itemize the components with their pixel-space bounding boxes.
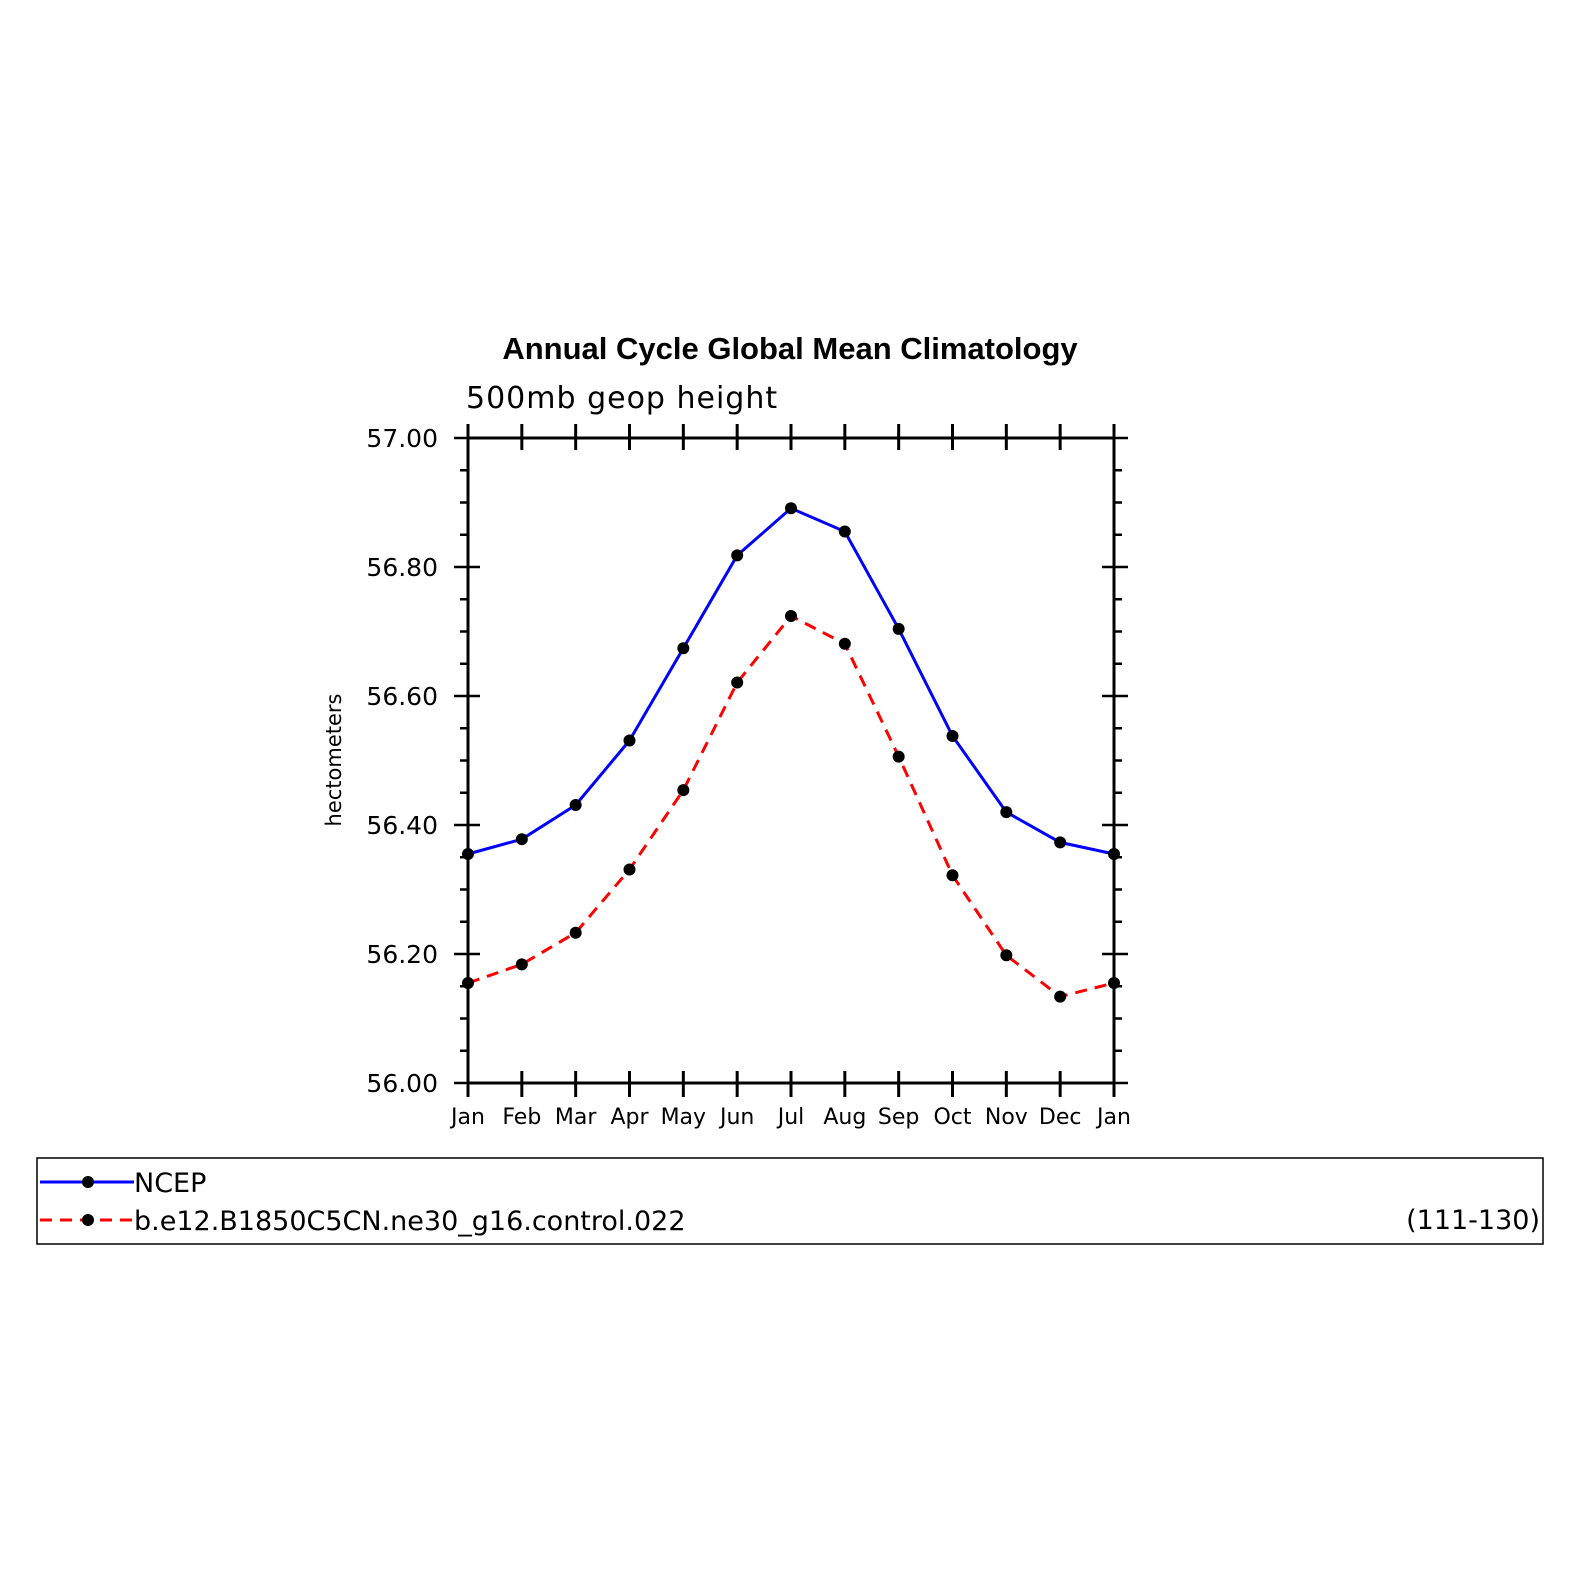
x-tick-label: Oct bbox=[933, 1105, 971, 1130]
series-0-point bbox=[569, 799, 582, 812]
chart-subtitle: 500mb geop height bbox=[466, 381, 778, 416]
series-0-point bbox=[785, 502, 797, 515]
series-1-point bbox=[785, 610, 797, 623]
series-1-point bbox=[1054, 990, 1067, 1003]
plot-frame bbox=[466, 436, 1116, 1085]
y-tick-label: 56.20 bbox=[366, 940, 438, 969]
chart-title: Annual Cycle Global Mean Climatology bbox=[502, 331, 1078, 366]
legend-box bbox=[36, 1157, 1544, 1245]
series-0-point bbox=[623, 734, 636, 747]
series-1-point bbox=[1000, 949, 1013, 962]
series-0-point bbox=[892, 622, 905, 635]
x-tick-label: Jul bbox=[776, 1105, 805, 1130]
x-tick-label: Mar bbox=[555, 1105, 597, 1130]
y-tick-label: 56.60 bbox=[366, 682, 438, 711]
axis-ticks bbox=[454, 424, 1128, 1097]
series-lines bbox=[467, 506, 1115, 999]
y-tick-label: 56.80 bbox=[366, 553, 438, 582]
y-tick-label: 56.40 bbox=[366, 811, 438, 840]
series-1-point bbox=[623, 863, 636, 876]
x-tick-label: Feb bbox=[502, 1105, 541, 1130]
x-tick-label: Jan bbox=[449, 1105, 485, 1130]
series-1-point bbox=[731, 676, 744, 689]
y-axis-label: hectometers bbox=[322, 694, 346, 827]
series-1-point bbox=[569, 926, 582, 939]
legend-marker-1 bbox=[82, 1214, 94, 1226]
y-tick-label: 56.00 bbox=[366, 1069, 438, 1098]
series-0-point bbox=[946, 729, 959, 742]
series-1-point bbox=[838, 637, 851, 650]
series-0-point bbox=[731, 549, 744, 562]
x-tick-label: Sep bbox=[878, 1105, 919, 1130]
x-tick-label: May bbox=[661, 1105, 706, 1130]
series-0-point bbox=[515, 833, 528, 846]
legend: NCEP b.e12.B1850C5CN.ne30_g16.control.022… bbox=[36, 1157, 1544, 1245]
legend-label-0: NCEP bbox=[134, 1168, 206, 1199]
legend-entries: NCEP b.e12.B1850C5CN.ne30_g16.control.022 bbox=[40, 1168, 686, 1237]
series-1-point bbox=[515, 958, 528, 971]
legend-label-1: b.e12.B1850C5CN.ne30_g16.control.022 bbox=[134, 1206, 686, 1237]
series-line-0 bbox=[467, 506, 1115, 856]
series-0-point bbox=[677, 642, 690, 655]
series-line-1 bbox=[467, 614, 1115, 999]
x-tick-label: Jan bbox=[1095, 1105, 1131, 1130]
series-1-point bbox=[677, 784, 690, 797]
series-1-point bbox=[892, 750, 905, 763]
x-tick-label: Dec bbox=[1039, 1105, 1082, 1130]
series-0-point bbox=[1054, 836, 1067, 849]
x-tick-label: Apr bbox=[610, 1105, 649, 1130]
y-tick-labels: 56.00 56.20 56.40 56.60 56.80 57.00 bbox=[366, 424, 438, 1098]
series-1-point bbox=[946, 869, 959, 882]
x-tick-label: Aug bbox=[823, 1105, 866, 1130]
x-tick-label: Nov bbox=[985, 1105, 1028, 1130]
x-tick-label: Jun bbox=[718, 1105, 754, 1130]
x-tick-labels: Jan Feb Mar Apr May Jun Jul Aug Sep Oct Nov Dec Jan bbox=[449, 1105, 1131, 1130]
y-tick-label: 57.00 bbox=[366, 424, 438, 453]
series-points bbox=[462, 502, 1120, 1003]
series-0-point bbox=[838, 525, 851, 538]
legend-marker-0 bbox=[82, 1176, 94, 1188]
legend-note: (111-130) bbox=[1406, 1205, 1540, 1236]
series-0-point bbox=[1000, 806, 1013, 819]
